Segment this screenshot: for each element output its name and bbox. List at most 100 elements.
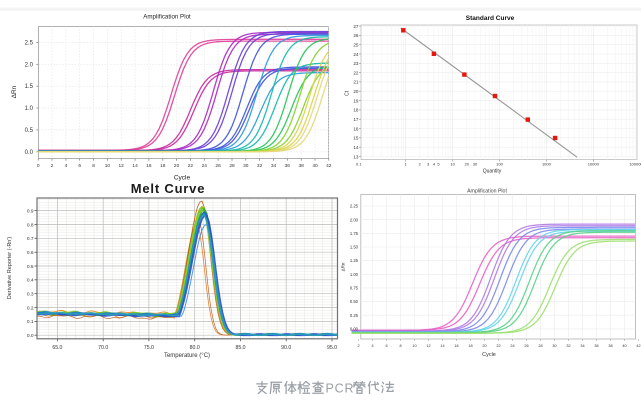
- svg-text:80.0: 80.0: [190, 345, 200, 351]
- svg-text:20: 20: [174, 163, 180, 169]
- svg-text:75.0: 75.0: [144, 345, 154, 351]
- svg-text:40: 40: [622, 344, 626, 348]
- svg-text:18: 18: [353, 108, 359, 113]
- svg-text:19: 19: [353, 98, 359, 103]
- svg-text:10: 10: [450, 162, 455, 167]
- svg-text:20: 20: [353, 89, 359, 94]
- svg-text:24: 24: [510, 344, 514, 348]
- svg-text:85.0: 85.0: [235, 345, 245, 351]
- svg-text:20: 20: [482, 344, 486, 348]
- svg-text:16: 16: [146, 163, 152, 169]
- svg-text:38: 38: [299, 163, 305, 169]
- svg-text:1.0: 1.0: [25, 106, 34, 112]
- svg-text:90.0: 90.0: [281, 345, 291, 351]
- svg-text:1000: 1000: [542, 162, 552, 167]
- svg-text:0.9: 0.9: [27, 208, 34, 214]
- svg-text:0.0: 0.0: [25, 150, 34, 156]
- svg-text:40: 40: [312, 163, 318, 169]
- svg-text:32: 32: [257, 163, 263, 169]
- svg-text:14: 14: [353, 145, 359, 150]
- svg-text:22: 22: [188, 163, 194, 169]
- svg-text:4: 4: [371, 344, 373, 348]
- svg-text:PCR: PCR: [326, 382, 355, 396]
- svg-text:15: 15: [353, 136, 359, 141]
- svg-text:Melt Curve: Melt Curve: [131, 181, 205, 196]
- svg-text:34: 34: [580, 344, 584, 348]
- svg-text:0.4: 0.4: [27, 278, 34, 284]
- svg-text:1.25: 1.25: [350, 258, 359, 263]
- svg-text:70.0: 70.0: [98, 345, 108, 351]
- svg-text:14: 14: [132, 163, 138, 169]
- svg-text:38: 38: [608, 344, 612, 348]
- svg-text:20: 20: [464, 162, 469, 167]
- svg-text:95.0: 95.0: [327, 345, 337, 351]
- svg-text:Temperature (°C): Temperature (°C): [164, 353, 210, 359]
- svg-text:2.25: 2.25: [350, 204, 359, 209]
- svg-text:0.1: 0.1: [356, 162, 362, 167]
- svg-text:2.00: 2.00: [350, 217, 359, 222]
- svg-text:30: 30: [473, 162, 478, 167]
- svg-text:ΔRn: ΔRn: [341, 262, 346, 271]
- svg-text:42: 42: [326, 163, 332, 169]
- svg-text:Amplification Plot: Amplification Plot: [143, 14, 191, 21]
- svg-text:6: 6: [78, 163, 81, 169]
- svg-text:18: 18: [468, 344, 472, 348]
- svg-text:26: 26: [524, 344, 528, 348]
- svg-text:5: 5: [437, 162, 440, 167]
- svg-text:65.0: 65.0: [52, 345, 62, 351]
- svg-text:Cycle: Cycle: [482, 352, 496, 358]
- svg-text:25: 25: [353, 42, 359, 47]
- svg-text:0.75: 0.75: [350, 286, 359, 291]
- svg-text:42: 42: [636, 344, 640, 348]
- svg-text:0.1: 0.1: [27, 319, 34, 325]
- svg-text:8: 8: [92, 163, 95, 169]
- svg-text:26: 26: [353, 33, 359, 38]
- svg-text:14: 14: [440, 344, 444, 348]
- svg-text:36: 36: [285, 163, 291, 169]
- svg-text:0.6: 0.6: [27, 250, 34, 256]
- svg-text:2: 2: [51, 163, 54, 169]
- svg-text:3: 3: [427, 162, 430, 167]
- svg-text:1.00: 1.00: [350, 272, 359, 277]
- svg-text:22: 22: [496, 344, 500, 348]
- svg-text:0.2: 0.2: [27, 305, 34, 311]
- svg-text:Standard Curve: Standard Curve: [466, 15, 515, 22]
- svg-text:100: 100: [496, 162, 503, 167]
- svg-text:16: 16: [353, 126, 359, 131]
- svg-text:18: 18: [160, 163, 166, 169]
- svg-text:28: 28: [229, 163, 235, 169]
- svg-text:0: 0: [37, 163, 40, 169]
- svg-text:0.7: 0.7: [27, 236, 34, 242]
- svg-text:Derivative Reporter (-Rn'): Derivative Reporter (-Rn'): [7, 237, 13, 300]
- svg-text:10000: 10000: [588, 162, 600, 167]
- svg-text:4: 4: [433, 162, 436, 167]
- svg-text:24: 24: [353, 52, 359, 57]
- svg-text:1: 1: [405, 162, 408, 167]
- svg-text:Quantity: Quantity: [483, 169, 502, 175]
- svg-text:10: 10: [412, 344, 416, 348]
- svg-text:Cycle: Cycle: [174, 175, 191, 182]
- svg-text:2.0: 2.0: [25, 62, 34, 68]
- svg-text:12: 12: [119, 163, 125, 169]
- svg-text:22: 22: [353, 70, 359, 75]
- svg-text:32: 32: [566, 344, 570, 348]
- svg-text:2: 2: [419, 162, 422, 167]
- svg-text:34: 34: [271, 163, 277, 169]
- svg-text:0.00: 0.00: [350, 327, 359, 332]
- svg-text:26: 26: [215, 163, 221, 169]
- svg-text:30: 30: [552, 344, 556, 348]
- svg-text:Amplification Plot: Amplification Plot: [467, 189, 507, 195]
- svg-text:Ct: Ct: [345, 90, 351, 96]
- svg-text:30: 30: [243, 163, 249, 169]
- svg-text:0.8: 0.8: [27, 222, 34, 228]
- svg-text:ΔRn: ΔRn: [11, 85, 18, 98]
- svg-text:0.50: 0.50: [350, 299, 359, 304]
- svg-text:2: 2: [357, 344, 359, 348]
- svg-text:1.5: 1.5: [25, 84, 34, 90]
- svg-text:17: 17: [353, 117, 359, 122]
- svg-text:0.5: 0.5: [27, 264, 34, 270]
- svg-text:13: 13: [353, 154, 359, 159]
- svg-text:100000: 100000: [629, 162, 641, 167]
- svg-text:36: 36: [594, 344, 598, 348]
- svg-text:0.25: 0.25: [350, 313, 359, 318]
